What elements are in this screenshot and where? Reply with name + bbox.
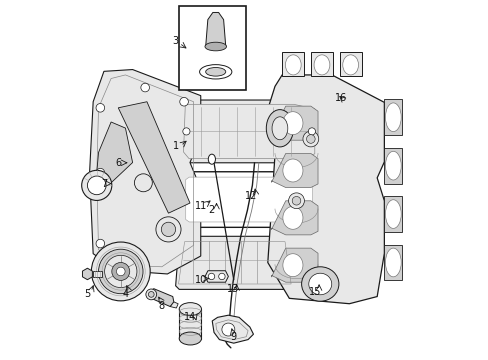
Text: 12: 12 bbox=[244, 191, 257, 201]
Polygon shape bbox=[179, 100, 319, 163]
Circle shape bbox=[145, 289, 156, 300]
Ellipse shape bbox=[112, 262, 129, 280]
Polygon shape bbox=[185, 177, 312, 222]
Ellipse shape bbox=[208, 154, 215, 164]
Bar bbox=[179, 6, 245, 90]
Polygon shape bbox=[204, 271, 228, 282]
Circle shape bbox=[96, 239, 104, 248]
Ellipse shape bbox=[99, 249, 142, 294]
Ellipse shape bbox=[179, 332, 201, 345]
Ellipse shape bbox=[91, 242, 150, 301]
Ellipse shape bbox=[342, 55, 358, 75]
Ellipse shape bbox=[199, 65, 231, 79]
Polygon shape bbox=[181, 172, 317, 227]
Text: 4: 4 bbox=[122, 289, 128, 299]
Text: 7: 7 bbox=[101, 179, 107, 189]
Circle shape bbox=[134, 174, 152, 192]
Polygon shape bbox=[82, 268, 92, 280]
Circle shape bbox=[308, 128, 315, 135]
Polygon shape bbox=[183, 104, 314, 158]
Polygon shape bbox=[383, 99, 402, 135]
Circle shape bbox=[96, 104, 104, 112]
Circle shape bbox=[303, 131, 318, 147]
Polygon shape bbox=[118, 102, 190, 213]
Polygon shape bbox=[175, 236, 293, 289]
Circle shape bbox=[183, 128, 190, 135]
Ellipse shape bbox=[385, 200, 400, 228]
Circle shape bbox=[306, 135, 314, 143]
Circle shape bbox=[218, 273, 224, 280]
Ellipse shape bbox=[282, 159, 303, 182]
Polygon shape bbox=[282, 51, 304, 76]
Ellipse shape bbox=[282, 112, 303, 135]
Bar bbox=[179, 309, 201, 338]
Text: 3: 3 bbox=[172, 36, 178, 46]
Polygon shape bbox=[339, 51, 361, 76]
Ellipse shape bbox=[385, 151, 400, 180]
Text: 6: 6 bbox=[115, 158, 121, 168]
Text: 11: 11 bbox=[194, 201, 206, 211]
Circle shape bbox=[96, 168, 104, 177]
Ellipse shape bbox=[104, 255, 137, 288]
Text: 16: 16 bbox=[334, 93, 346, 103]
Ellipse shape bbox=[308, 273, 331, 295]
Bar bbox=[93, 271, 102, 277]
Circle shape bbox=[161, 222, 175, 237]
Polygon shape bbox=[383, 148, 402, 184]
Ellipse shape bbox=[271, 117, 287, 140]
Ellipse shape bbox=[179, 303, 201, 316]
Text: 1: 1 bbox=[172, 141, 178, 151]
Circle shape bbox=[208, 273, 214, 280]
Ellipse shape bbox=[116, 267, 125, 276]
Ellipse shape bbox=[285, 55, 301, 75]
Polygon shape bbox=[149, 289, 174, 307]
Ellipse shape bbox=[81, 170, 112, 201]
Text: 8: 8 bbox=[158, 301, 164, 311]
Polygon shape bbox=[271, 106, 317, 140]
Text: 14: 14 bbox=[183, 312, 196, 322]
Ellipse shape bbox=[266, 110, 293, 147]
Circle shape bbox=[148, 292, 154, 297]
Polygon shape bbox=[383, 244, 402, 280]
Polygon shape bbox=[170, 302, 178, 308]
Text: 15: 15 bbox=[309, 287, 321, 297]
Ellipse shape bbox=[301, 267, 338, 301]
Circle shape bbox=[288, 193, 304, 209]
Ellipse shape bbox=[205, 68, 225, 76]
Ellipse shape bbox=[282, 254, 303, 276]
Circle shape bbox=[156, 217, 181, 242]
Ellipse shape bbox=[282, 206, 303, 229]
Text: 13: 13 bbox=[226, 284, 239, 294]
Polygon shape bbox=[310, 51, 332, 76]
Polygon shape bbox=[97, 122, 132, 183]
Polygon shape bbox=[383, 196, 402, 232]
Text: 5: 5 bbox=[84, 289, 90, 299]
Ellipse shape bbox=[385, 103, 400, 132]
Polygon shape bbox=[271, 248, 317, 282]
Polygon shape bbox=[271, 201, 317, 235]
Circle shape bbox=[292, 197, 300, 205]
Circle shape bbox=[141, 83, 149, 92]
Ellipse shape bbox=[204, 42, 226, 51]
Text: 10: 10 bbox=[194, 275, 206, 285]
Circle shape bbox=[180, 98, 188, 106]
Polygon shape bbox=[205, 13, 225, 46]
Ellipse shape bbox=[313, 55, 329, 75]
Text: 2: 2 bbox=[208, 206, 214, 216]
Polygon shape bbox=[89, 69, 201, 274]
Polygon shape bbox=[212, 315, 253, 343]
Polygon shape bbox=[267, 75, 384, 304]
Circle shape bbox=[222, 323, 234, 336]
Polygon shape bbox=[271, 153, 317, 188]
Text: 9: 9 bbox=[229, 332, 236, 342]
Ellipse shape bbox=[87, 176, 106, 195]
Ellipse shape bbox=[385, 248, 400, 277]
